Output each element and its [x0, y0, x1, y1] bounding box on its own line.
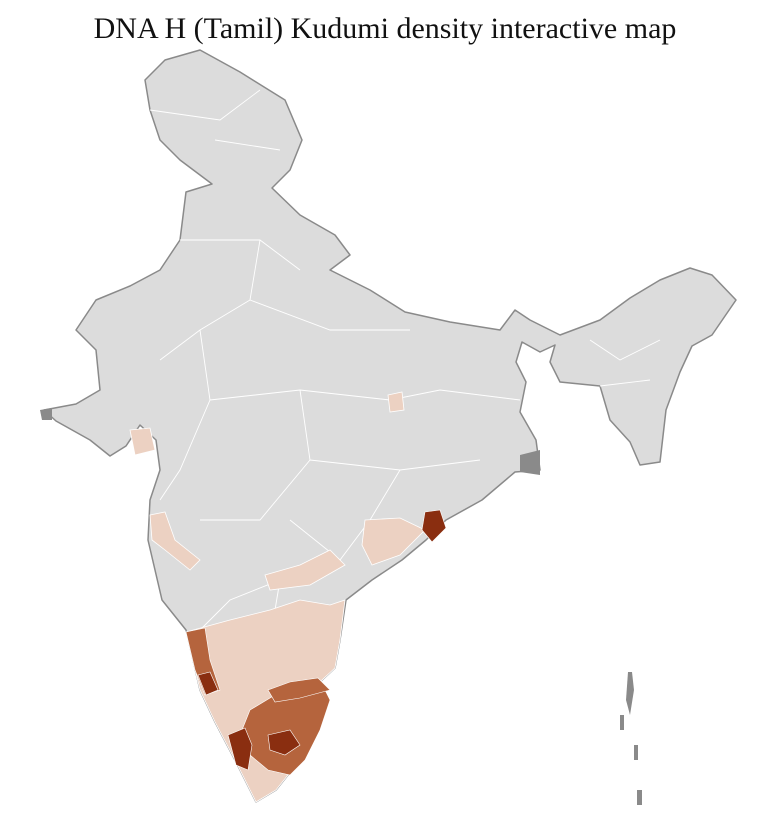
islands	[40, 408, 642, 805]
density-regions	[129, 391, 447, 803]
map-title: DNA H (Tamil) Kudumi density interactive…	[93, 12, 677, 45]
region-light	[361, 517, 426, 566]
region-mid	[267, 677, 331, 703]
region-dark	[197, 671, 219, 696]
region-light	[149, 511, 201, 571]
region-light	[387, 391, 405, 413]
region-light	[264, 549, 346, 591]
region-dark	[227, 727, 253, 771]
region-light	[129, 427, 156, 456]
region-dark	[267, 729, 301, 756]
india-outline	[43, 49, 737, 803]
region-dark	[421, 509, 447, 543]
